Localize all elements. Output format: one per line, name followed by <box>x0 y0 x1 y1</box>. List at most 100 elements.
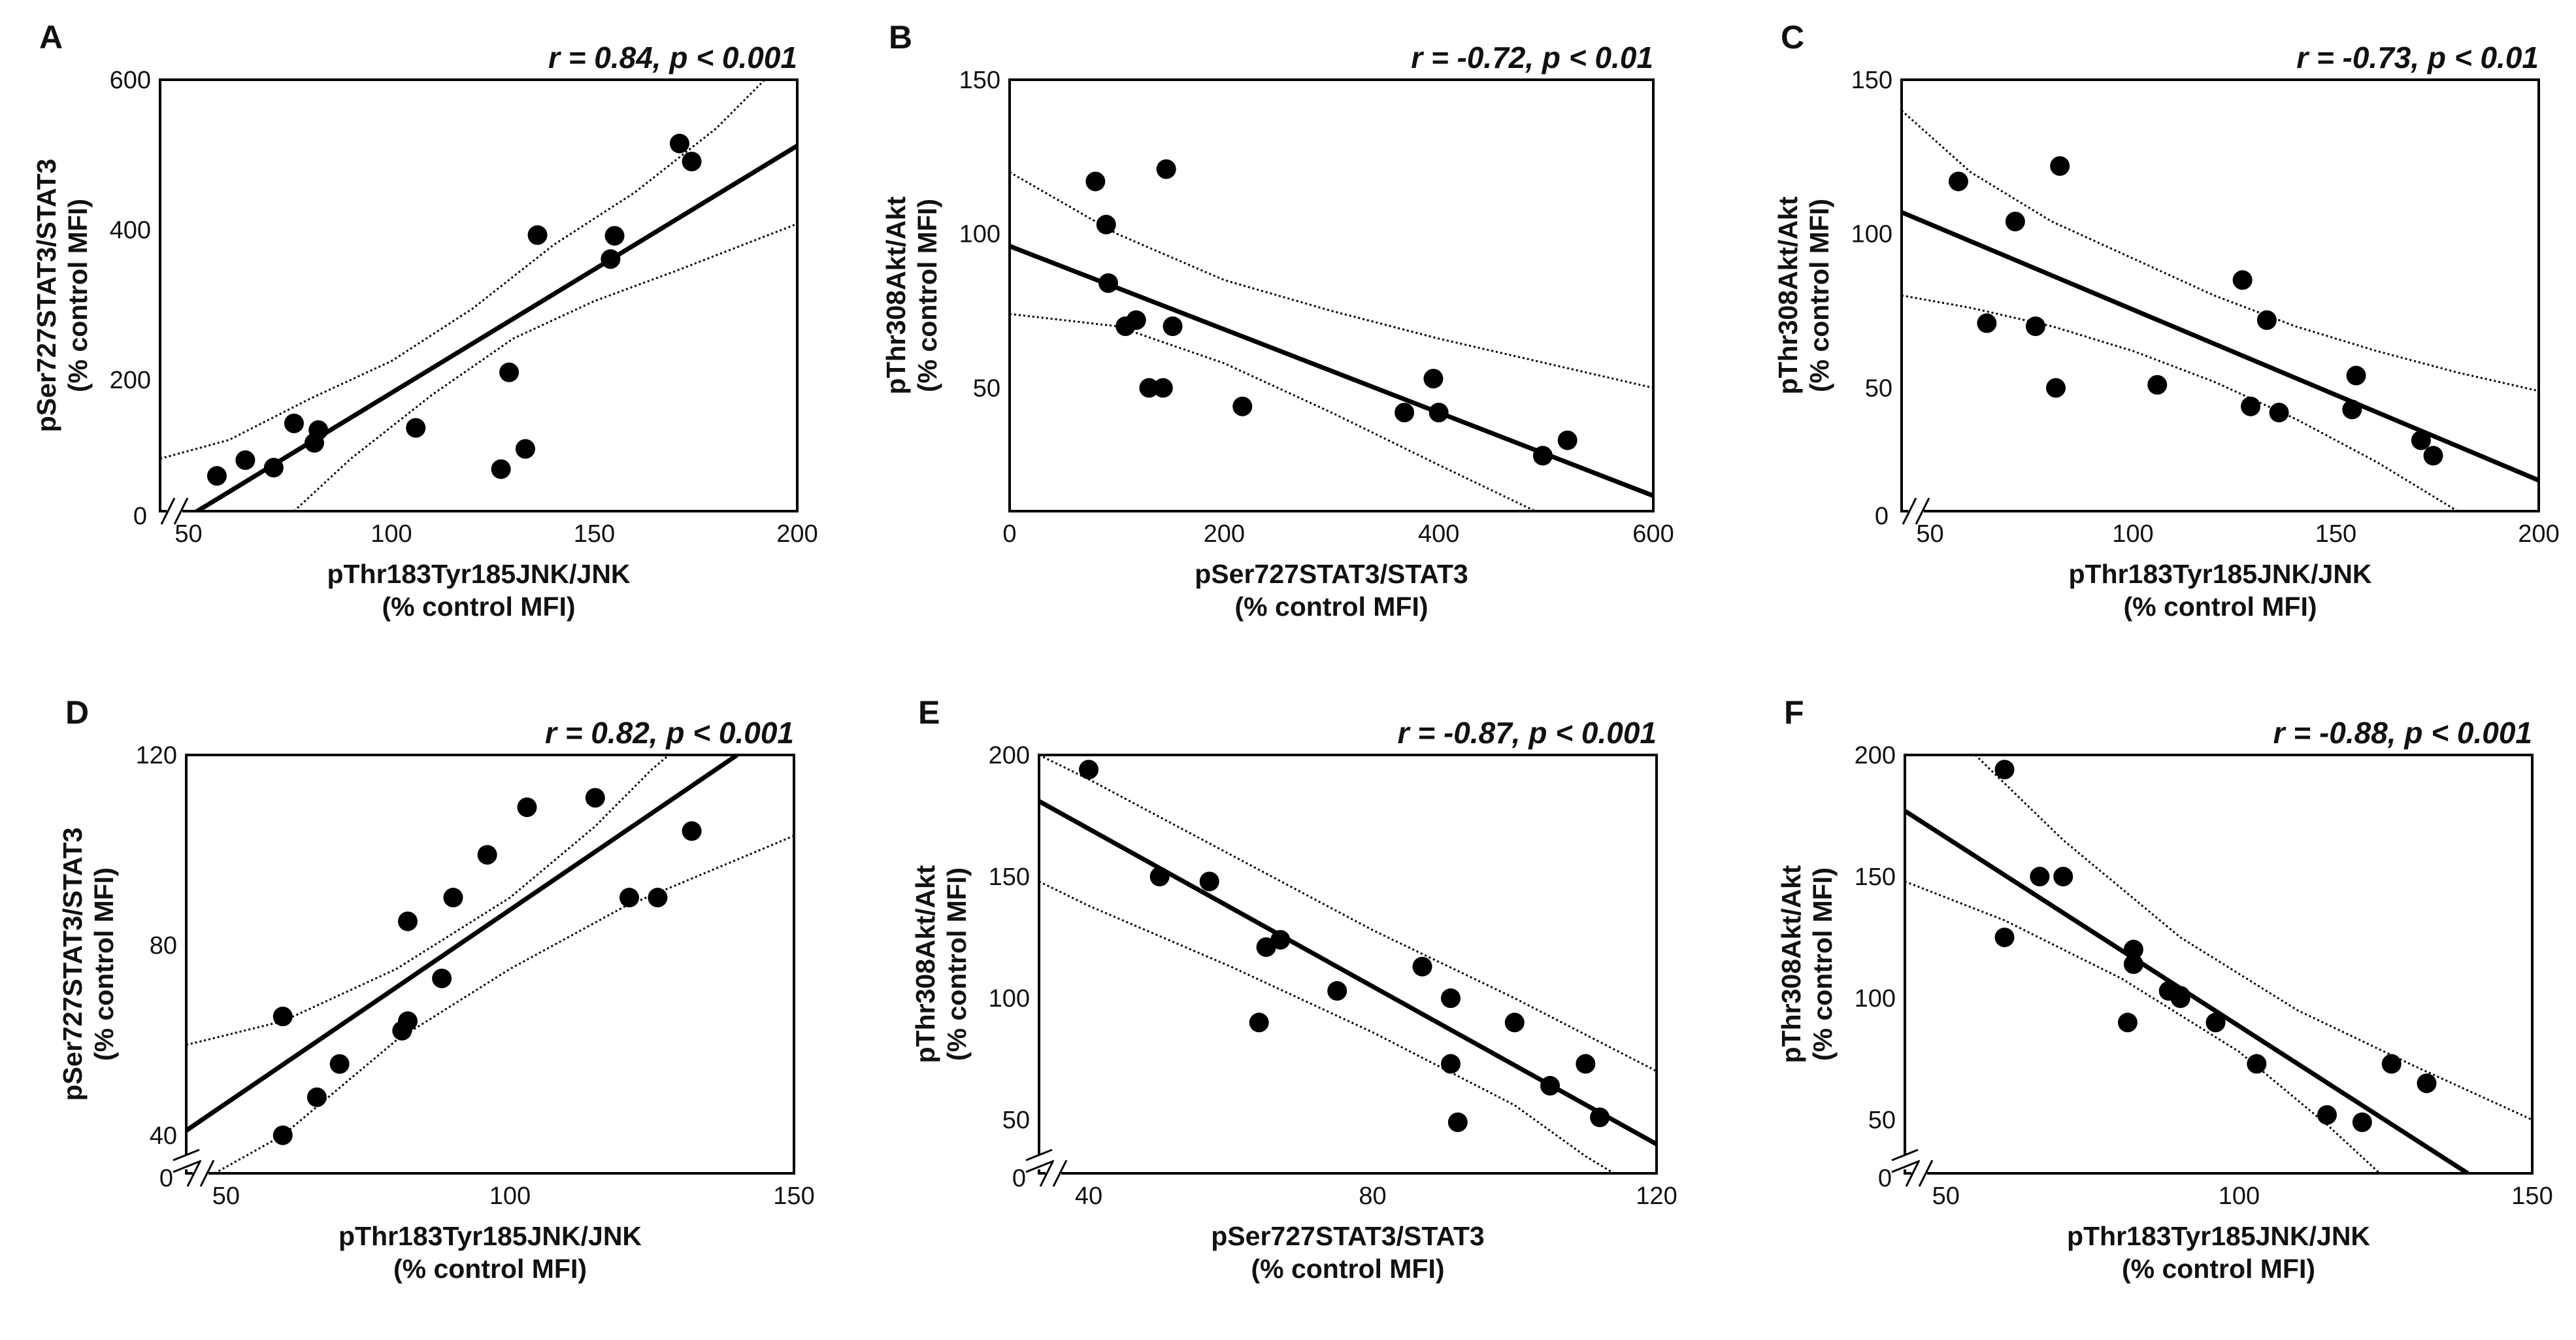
y-axis-break-mark <box>173 1148 200 1162</box>
x-tick-label: 100 <box>489 1182 531 1210</box>
x-tick-label: 80 <box>1359 1182 1386 1210</box>
x-tick-label: 150 <box>574 520 615 548</box>
x-tick-label: 200 <box>2518 520 2559 548</box>
y-tick-label: 100 <box>1851 221 1892 248</box>
data-point <box>206 466 227 486</box>
x-axis-label: pThr183Tyr185JNK/JNK <box>327 559 630 589</box>
y-tick-label: 50 <box>1868 1107 1896 1134</box>
data-point <box>2050 156 2070 176</box>
y-axis-label: pThr308Akt/Akt <box>910 865 940 1063</box>
data-point <box>1126 310 1146 330</box>
data-point <box>2411 430 2431 450</box>
x-tick-label: 600 <box>1632 520 1674 548</box>
data-point <box>491 459 511 479</box>
data-point <box>235 450 256 470</box>
data-point <box>1423 369 1444 389</box>
y-tick-label: 150 <box>989 863 1030 891</box>
y-axis-break-mark <box>173 1160 200 1173</box>
y-tick-label: 200 <box>989 742 1030 769</box>
plot-frame <box>1038 754 1658 1175</box>
data-point <box>1504 1013 1525 1033</box>
data-point <box>2005 211 2025 231</box>
data-point <box>443 888 463 908</box>
correlation-stat: r = -0.88, p < 0.001 <box>2273 716 2532 750</box>
origin-zero-label: 0 <box>159 1165 173 1192</box>
data-point <box>669 133 689 154</box>
origin-zero-label: 0 <box>133 503 147 530</box>
x-tick-label: 100 <box>371 520 412 548</box>
x-tick-label: 400 <box>1418 520 1459 548</box>
panel-label: D <box>65 694 89 731</box>
ci-upper-band <box>1974 755 2532 1121</box>
data-point <box>2317 1105 2337 1125</box>
data-point <box>648 888 668 908</box>
ci-upper-band <box>160 80 766 460</box>
y-tick-label: 150 <box>1855 863 1896 891</box>
y-axis-unit: (% control MFI) <box>63 199 93 392</box>
x-axis-unit: (% control MFI) <box>382 592 575 622</box>
x-axis-break-mark <box>186 1160 202 1187</box>
data-point <box>2045 378 2066 398</box>
data-point <box>2342 399 2362 420</box>
ci-upper-band <box>1010 171 1653 389</box>
data-point <box>1441 1054 1461 1074</box>
x-axis-unit: (% control MFI) <box>1251 1254 1444 1284</box>
data-point <box>1079 760 1099 780</box>
data-point <box>1139 378 1159 398</box>
data-point <box>1590 1107 1610 1128</box>
data-point <box>601 249 621 269</box>
x-axis-break-mark <box>173 497 189 525</box>
chart-a: Ar = 0.84, p < 0.001 50 100 150 200 200 400 600… <box>31 19 818 622</box>
ci-upper-band <box>186 755 670 1047</box>
x-axis-unit: (% control MFI) <box>393 1254 587 1284</box>
y-tick-label: 50 <box>973 375 1000 402</box>
chart-f: Fr = -0.88, p < 0.001 50 100 150 50 100 150 200… <box>1776 694 2553 1284</box>
x-tick-label: 100 <box>2219 1182 2260 1210</box>
chart-e: Er = -0.87, p < 0.001 40 80 120 50 100 150 200 0… <box>910 694 1677 1284</box>
regression-line <box>1902 210 2539 483</box>
origin-zero-label: 0 <box>1875 503 1889 530</box>
data-point <box>2123 939 2143 960</box>
x-tick-label: 150 <box>773 1182 814 1210</box>
origin-zero-label: 0 <box>1878 1165 1892 1192</box>
y-tick-label: 150 <box>1851 67 1892 94</box>
data-point <box>2232 270 2253 290</box>
data-point <box>682 821 702 841</box>
y-tick-label: 100 <box>959 221 1000 248</box>
data-point <box>515 439 535 459</box>
data-point <box>517 797 537 817</box>
x-axis-label: pSer727STAT3/STAT3 <box>1195 559 1468 589</box>
data-point <box>2241 396 2261 416</box>
x-axis-label: pThr183Tyr185JNK/JNK <box>2067 1221 2370 1251</box>
data-point <box>1085 171 1106 192</box>
y-tick-label: 600 <box>110 67 151 94</box>
x-tick-label: 200 <box>1204 520 1245 548</box>
plot-frame <box>1900 78 2540 512</box>
regression-line <box>186 755 739 1133</box>
y-tick-label: 100 <box>1855 985 1896 1013</box>
x-axis-break-mark <box>1918 1160 1934 1187</box>
x-axis-label: pThr183Tyr185JNK/JNK <box>339 1221 642 1251</box>
correlation-stat: r = -0.73, p < 0.01 <box>2296 41 2539 75</box>
data-point <box>2053 867 2073 887</box>
chart-c: Cr = -0.73, p < 0.01 50 100 150 200 50 100 150 0… <box>1773 19 2560 622</box>
data-point <box>1153 378 1173 398</box>
plot-frame <box>1904 754 2534 1175</box>
ci-lower-band <box>1039 880 1615 1173</box>
chart-d: Dr = 0.82, p < 0.001 50 100 150 40 80 120 0 pThr… <box>58 694 815 1284</box>
x-axis-unit: (% control MFI) <box>1234 592 1428 622</box>
y-tick-label: 200 <box>1855 742 1896 769</box>
x-axis-break-gap <box>1046 1168 1061 1179</box>
y-axis-label: pThr308Akt/Akt <box>1773 196 1803 394</box>
x-axis-break-gap <box>1908 506 1924 516</box>
panel-label: F <box>1784 694 1804 731</box>
panel-label: E <box>918 694 940 731</box>
x-tick-label: 0 <box>1002 520 1016 548</box>
y-tick-label: 100 <box>989 985 1030 1013</box>
x-tick-label: 50 <box>1932 1182 1960 1210</box>
data-point <box>2269 403 2289 423</box>
data-point <box>1199 871 1219 892</box>
y-axis-unit: (% control MFI) <box>1808 867 1838 1061</box>
y-tick-label: 80 <box>150 932 177 960</box>
